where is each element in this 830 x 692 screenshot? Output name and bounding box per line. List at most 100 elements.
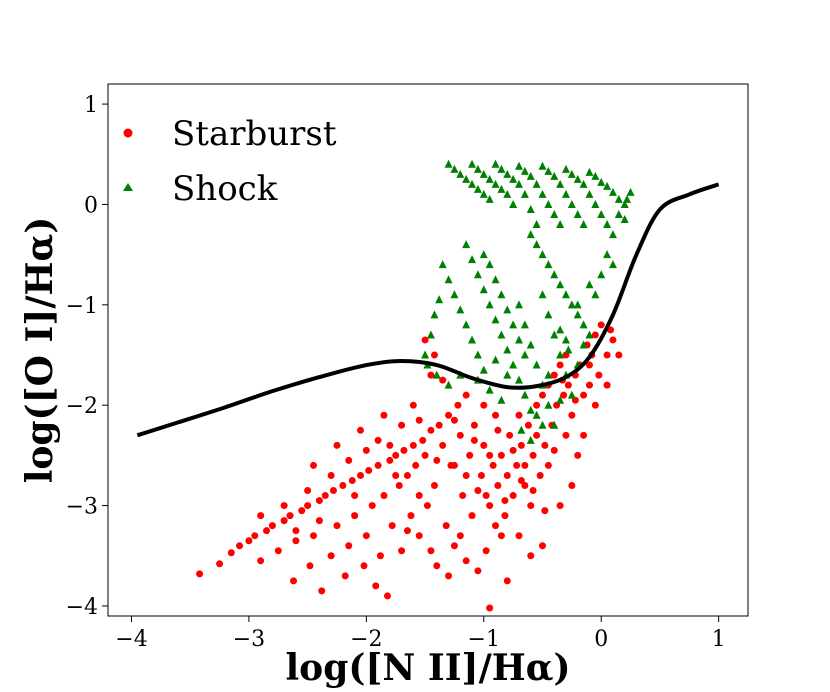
starburst-point-111 <box>603 351 611 359</box>
starburst-point-112 <box>609 336 617 344</box>
starburst-point-20 <box>321 492 329 500</box>
starburst-point-6 <box>257 557 265 565</box>
shock-point-0 <box>444 159 453 168</box>
starburst-point-135 <box>257 512 265 520</box>
starburst-point-143 <box>550 446 558 454</box>
starburst-point-123 <box>492 411 500 419</box>
starburst-point-64 <box>459 492 467 500</box>
legend-marker-starburst <box>123 128 133 138</box>
starburst-point-152 <box>433 456 441 464</box>
starburst-point-169 <box>380 411 388 419</box>
shock-point-133 <box>544 370 553 379</box>
starburst-point-98 <box>560 391 568 399</box>
shock-point-88 <box>462 240 471 249</box>
starburst-point-27 <box>348 476 356 484</box>
starburst-point-48 <box>412 461 420 469</box>
starburst-point-65 <box>462 391 470 399</box>
shock-point-89 <box>468 255 477 264</box>
shock-point-85 <box>544 400 553 409</box>
shock-point-31 <box>556 220 565 229</box>
starburst-point-131 <box>345 456 353 464</box>
starburst-point-120 <box>556 502 564 510</box>
starburst-point-124 <box>480 401 488 409</box>
shock-point-86 <box>550 420 559 429</box>
shock-point-30 <box>550 209 559 218</box>
x-tick-label-0: −4 <box>115 627 147 652</box>
starburst-point-172 <box>310 461 318 469</box>
shock-point-90 <box>473 270 482 279</box>
starburst-point-165 <box>494 426 502 434</box>
starburst-point-30 <box>360 562 368 570</box>
shock-point-106 <box>450 290 459 299</box>
starburst-point-95 <box>550 371 558 379</box>
shock-point-64 <box>573 310 582 319</box>
demarcation-curve <box>136 182 720 438</box>
starburst-point-128 <box>398 421 406 429</box>
shock-point-12 <box>491 179 500 188</box>
starburst-point-39 <box>386 456 394 464</box>
shock-point-121 <box>515 375 524 384</box>
x-tick-label-4: 0 <box>594 627 608 652</box>
starburst-point-78 <box>501 512 509 520</box>
shock-point-29 <box>544 199 553 208</box>
shock-point-131 <box>556 325 565 334</box>
starburst-point-167 <box>450 416 458 424</box>
shock-point-45 <box>591 199 600 208</box>
shock-point-63 <box>567 300 576 309</box>
starburst-point-92 <box>541 441 549 449</box>
starburst-point-150 <box>509 446 517 454</box>
shock-point-87 <box>556 395 565 404</box>
shock-point-98 <box>491 275 500 284</box>
starburst-point-41 <box>392 451 400 459</box>
starburst-point-122 <box>544 461 552 469</box>
demarcation-line-layer <box>136 182 720 438</box>
shock-point-54 <box>620 199 629 208</box>
starburst-point-77 <box>497 451 505 459</box>
shock-point-130 <box>623 194 632 203</box>
starburst-point-61 <box>450 542 458 550</box>
starburst-point-74 <box>489 461 497 469</box>
starburst-point-156 <box>292 527 300 535</box>
shock-point-5 <box>473 184 482 193</box>
shock-point-71 <box>614 209 623 218</box>
starburst-point-18 <box>315 497 323 505</box>
shock-point-69 <box>603 250 612 259</box>
shock-point-91 <box>479 285 488 294</box>
starburst-point-103 <box>574 451 582 459</box>
shock-point-43 <box>579 179 588 188</box>
starburst-point-59 <box>445 411 453 419</box>
starburst-point-28 <box>351 512 359 520</box>
starburst-point-105 <box>580 391 588 399</box>
starburst-point-147 <box>603 381 611 389</box>
starburst-point-46 <box>407 512 415 520</box>
starburst-point-44 <box>400 446 408 454</box>
starburst-point-70 <box>477 471 485 479</box>
shock-point-68 <box>597 270 606 279</box>
shock-point-129 <box>620 215 629 224</box>
starburst-point-91 <box>538 391 546 399</box>
starburst-point-37 <box>380 492 388 500</box>
shock-point-80 <box>515 300 524 309</box>
shock-point-83 <box>532 360 541 369</box>
starburst-point-107 <box>585 381 593 389</box>
starburst-point-21 <box>327 552 335 560</box>
starburst-point-68 <box>470 421 478 429</box>
starburst-point-51 <box>421 451 429 459</box>
shock-point-65 <box>579 320 588 329</box>
shock-point-33 <box>544 166 553 175</box>
starburst-point-3 <box>236 542 244 550</box>
y-axis-label: log([O I]/Hα) <box>19 217 61 484</box>
starburst-point-155 <box>315 517 323 525</box>
starburst-point-8 <box>268 522 276 530</box>
starburst-point-100 <box>564 381 572 389</box>
shock-point-10 <box>479 169 488 178</box>
x-tick-label-3: −1 <box>468 627 500 652</box>
starburst-point-127 <box>409 401 417 409</box>
starburst-point-134 <box>280 502 288 510</box>
shock-point-70 <box>608 230 617 239</box>
shock-point-13 <box>497 184 506 193</box>
starburst-point-72 <box>482 492 490 500</box>
shock-point-28 <box>538 189 547 198</box>
starburst-point-138 <box>450 461 458 469</box>
shock-point-24 <box>515 161 524 170</box>
